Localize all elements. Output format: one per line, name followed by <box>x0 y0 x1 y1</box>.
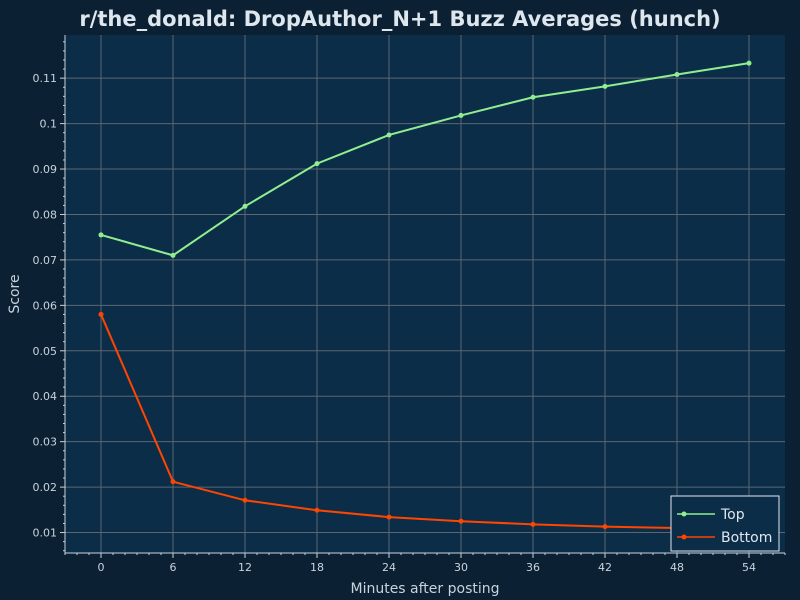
data-point-bottom <box>530 521 536 527</box>
x-tick-label: 0 <box>98 561 105 574</box>
x-axis-title: Minutes after posting <box>350 581 499 597</box>
y-tick-label: 0.03 <box>33 436 58 449</box>
data-point-bottom <box>386 514 392 520</box>
legend-marker-top <box>681 511 687 517</box>
y-tick-label: 0.01 <box>33 527 58 540</box>
x-tick-label: 24 <box>382 561 396 574</box>
y-tick-label: 0.02 <box>33 481 58 494</box>
y-tick-label: 0.1 <box>40 118 58 131</box>
data-point-bottom <box>170 479 176 485</box>
chart-title: r/the_donald: DropAuthor_N+1 Buzz Averag… <box>79 7 721 31</box>
legend-marker-bottom <box>681 534 687 540</box>
data-point-bottom <box>242 497 248 503</box>
legend-item-top[interactable]: Top <box>677 507 745 523</box>
x-tick-label: 6 <box>170 561 177 574</box>
x-tick-label: 12 <box>238 561 252 574</box>
y-tick-label: 0.11 <box>33 72 58 85</box>
data-point-top <box>314 161 320 167</box>
y-axis-title: Score <box>7 274 23 313</box>
y-tick-label: 0.09 <box>33 163 58 176</box>
data-point-top <box>242 203 248 209</box>
data-point-top <box>602 83 608 89</box>
x-tick-label: 18 <box>310 561 324 574</box>
data-point-bottom <box>458 518 464 524</box>
data-point-top <box>746 60 752 66</box>
y-tick-label: 0.05 <box>33 345 58 358</box>
data-point-top <box>530 94 536 100</box>
legend[interactable]: Top Bottom <box>670 495 780 552</box>
y-tick-label: 0.06 <box>33 299 58 312</box>
data-point-top <box>458 112 464 118</box>
legend-label-bottom: Bottom <box>721 530 772 546</box>
data-point-top <box>170 252 176 258</box>
y-tick-label: 0.04 <box>33 390 58 403</box>
series-line-top <box>100 62 750 257</box>
data-point-bottom <box>602 524 608 530</box>
data-point-top <box>98 232 104 238</box>
data-point-bottom <box>314 507 320 513</box>
data-point-bottom <box>98 311 104 317</box>
axes: 0 6 12 18 24 30 36 42 48 54 0.01 0.02 0.03 0.04 0.05 0.… <box>33 35 786 574</box>
y-tick-label: 0.08 <box>33 208 58 221</box>
legend-label-top: Top <box>720 507 745 523</box>
x-tick-label: 54 <box>742 561 756 574</box>
plot-area <box>65 35 785 553</box>
data-point-top <box>386 132 392 138</box>
x-tick-label: 30 <box>454 561 468 574</box>
series-top <box>98 60 752 258</box>
x-tick-label: 48 <box>670 561 684 574</box>
data-point-top <box>674 72 680 78</box>
legend-item-bottom[interactable]: Bottom <box>677 530 772 546</box>
series-line-bottom <box>100 314 750 531</box>
x-tick-label: 42 <box>598 561 612 574</box>
x-tick-label: 36 <box>526 561 540 574</box>
y-tick-label: 0.07 <box>33 254 58 267</box>
legend-box <box>670 495 780 552</box>
grid <box>65 35 785 553</box>
